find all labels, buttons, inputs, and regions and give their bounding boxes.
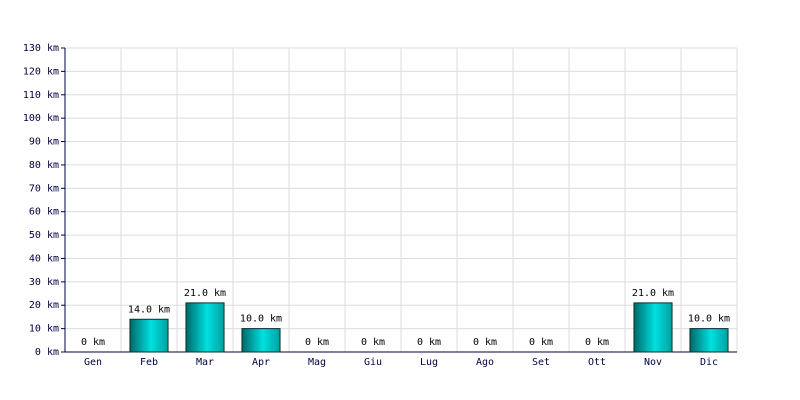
y-tick-label: 100 km (23, 113, 59, 124)
y-tick-label: 60 km (29, 207, 59, 218)
y-tick-label: 70 km (29, 183, 59, 194)
y-tick-label: 130 km (23, 43, 59, 54)
x-tick-label: Ott (588, 357, 606, 368)
value-label: 10.0 km (240, 314, 282, 325)
y-tick-label: 120 km (23, 66, 59, 77)
value-label: 10.0 km (688, 314, 730, 325)
y-tick-label: 90 km (29, 137, 59, 148)
value-label: 0 km (361, 337, 385, 348)
x-tick-label: Gen (84, 357, 102, 368)
value-label: 21.0 km (184, 288, 226, 299)
value-label: 0 km (529, 337, 553, 348)
y-tick-label: 110 km (23, 90, 59, 101)
value-label: 0 km (81, 337, 105, 348)
y-tick-label: 30 km (29, 277, 59, 288)
value-label: 0 km (305, 337, 329, 348)
value-label: 0 km (417, 337, 441, 348)
y-tick-label: 20 km (29, 300, 59, 311)
x-tick-label: Nov (644, 357, 662, 368)
y-tick-label: 10 km (29, 324, 59, 335)
bar (633, 302, 673, 353)
x-tick-label: Feb (140, 357, 158, 368)
bar (689, 328, 729, 353)
y-tick-label: 50 km (29, 230, 59, 241)
x-tick-label: Mar (196, 357, 214, 368)
x-tick-label: Apr (252, 357, 270, 368)
x-tick-label: Dic (700, 357, 718, 368)
bar (129, 318, 169, 353)
x-tick-label: Set (532, 357, 550, 368)
value-label: 14.0 km (128, 304, 170, 315)
y-tick-label: 80 km (29, 160, 59, 171)
y-tick-label: 0 km (35, 347, 59, 358)
bar (241, 328, 281, 353)
x-tick-label: Mag (308, 357, 326, 368)
value-label: 21.0 km (632, 288, 674, 299)
y-tick-label: 40 km (29, 253, 59, 264)
x-tick-label: Lug (420, 357, 438, 368)
bar (185, 302, 225, 353)
x-tick-label: Ago (476, 357, 494, 368)
value-label: 0 km (473, 337, 497, 348)
x-tick-label: Giu (364, 357, 382, 368)
value-label: 0 km (585, 337, 609, 348)
